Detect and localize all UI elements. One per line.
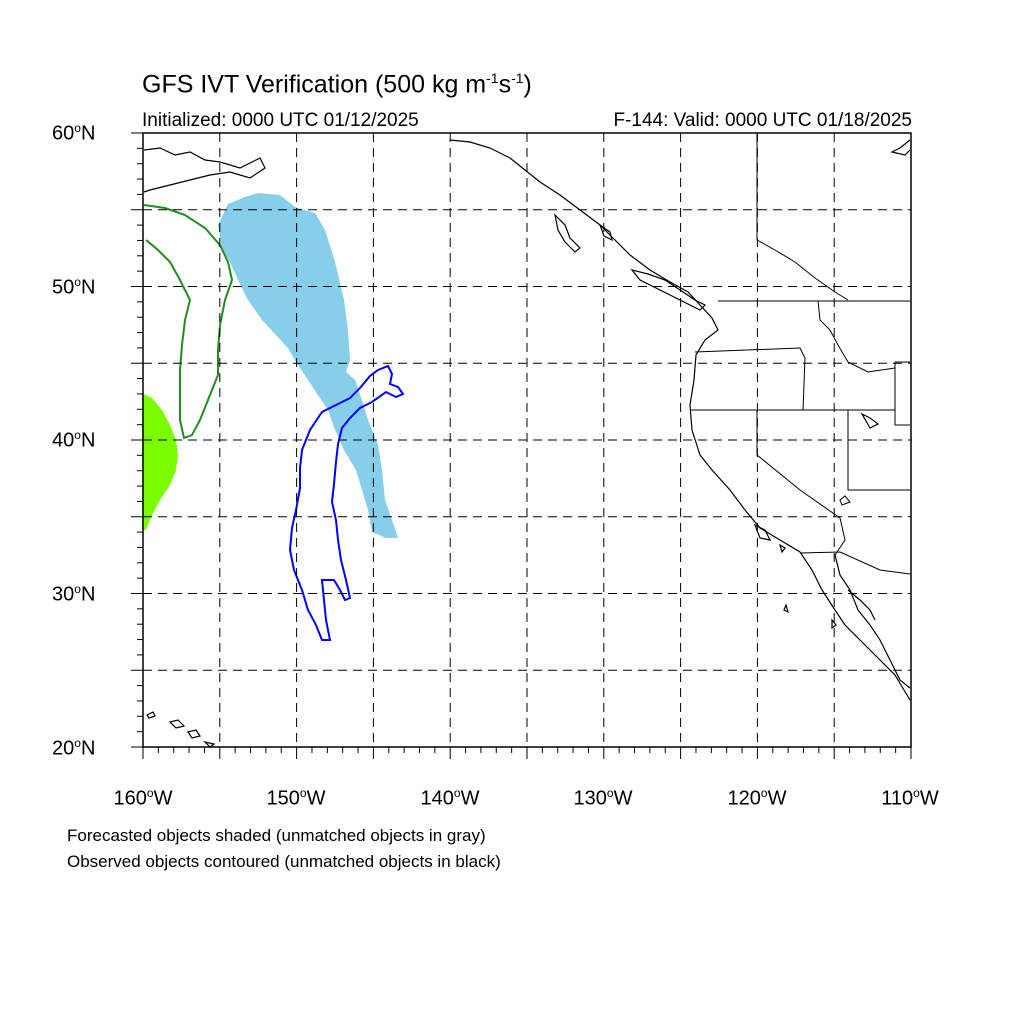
observed-legend-note: Observed objects contoured (unmatched ob… [67, 852, 501, 871]
coastlines [143, 139, 911, 748]
map-frame [142, 132, 912, 748]
lon-label-130: 130oW [573, 786, 633, 810]
lat-label-30: 30oN [52, 582, 96, 606]
lon-label-150: 150oW [266, 786, 326, 810]
observed-object-blue [288, 364, 405, 641]
forecast-legend-note: Forecasted objects shaded (unmatched obj… [67, 826, 486, 845]
lon-label-140: 140oW [420, 786, 480, 810]
forecast-object-blue [218, 193, 398, 538]
valid-time: F-144: Valid: 0000 UTC 01/18/2025 [613, 110, 912, 131]
lon-label-110: 110oW [881, 786, 939, 810]
lat-label-50: 50oN [52, 275, 96, 299]
political-borders [690, 134, 911, 575]
lat-label-60: 60oN [52, 121, 96, 145]
forecast-object-green [142, 393, 178, 530]
lon-label-120: 120oW [727, 786, 787, 810]
map-title: GFS IVT Verification (500 kg m-1s-1) [142, 70, 532, 99]
initialized-time: Initialized: 0000 UTC 01/12/2025 [142, 110, 419, 131]
axis-ticks [131, 132, 912, 759]
lat-label-20: 20oN [52, 736, 96, 760]
lat-lon-grid [143, 133, 911, 747]
observed-object-green [143, 204, 234, 440]
lat-label-40: 40oN [52, 428, 96, 452]
lon-label-160: 160oW [113, 786, 173, 810]
